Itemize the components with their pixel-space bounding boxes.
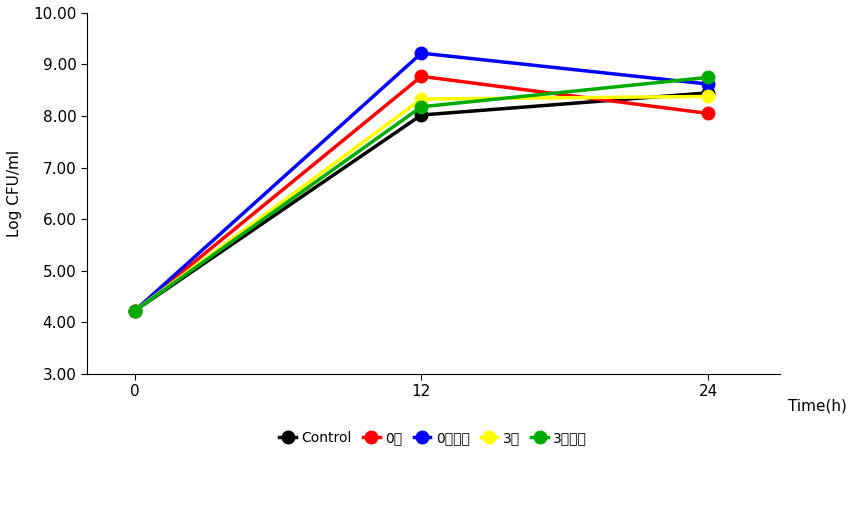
3일조정 bbox=[702, 75, 712, 81]
0일 bbox=[415, 74, 426, 80]
0일조정 bbox=[415, 50, 426, 56]
Line: 0일: 0일 bbox=[128, 70, 714, 317]
0일 bbox=[130, 308, 140, 314]
Control bbox=[130, 308, 140, 314]
Line: Control: Control bbox=[128, 87, 714, 317]
Line: 3일조정: 3일조정 bbox=[128, 71, 714, 317]
Control bbox=[415, 112, 426, 118]
Control bbox=[702, 90, 712, 96]
3일 bbox=[702, 93, 712, 99]
Y-axis label: Log CFU/ml: Log CFU/ml bbox=[7, 150, 22, 237]
3일조정 bbox=[415, 104, 426, 110]
Line: 3일: 3일 bbox=[128, 90, 714, 317]
0일조정 bbox=[702, 81, 712, 87]
Legend: Control, 0일, 0일조정, 3일, 3일조정: Control, 0일, 0일조정, 3일, 3일조정 bbox=[279, 431, 587, 445]
Text: Time(h): Time(h) bbox=[787, 399, 846, 414]
0일조정 bbox=[130, 308, 140, 314]
0일 bbox=[702, 111, 712, 117]
3일 bbox=[415, 96, 426, 102]
3일 bbox=[130, 308, 140, 314]
Line: 0일조정: 0일조정 bbox=[128, 47, 714, 317]
3일조정 bbox=[130, 308, 140, 314]
